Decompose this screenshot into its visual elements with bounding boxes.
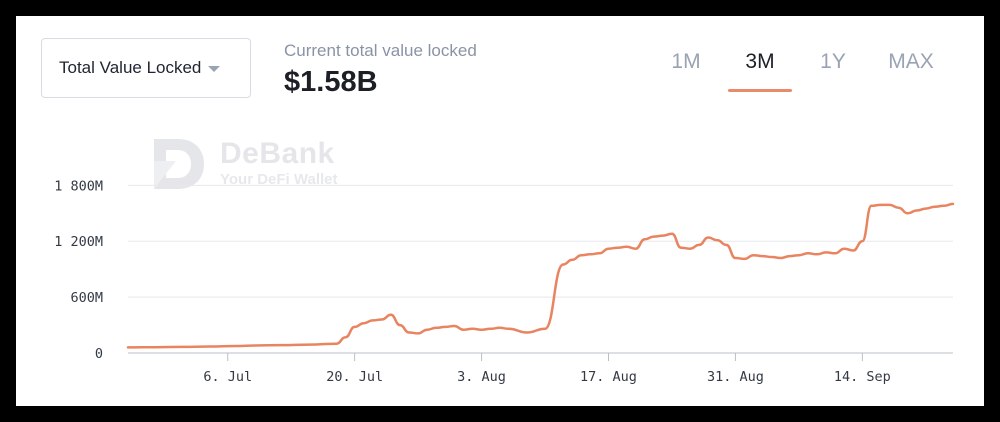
metric-dropdown-label: Total Value Locked [59,58,202,77]
tvl-value: $1.58B [284,66,378,98]
x-tick-label: 3. Aug [457,369,506,385]
watermark-brand: DeBank [220,137,335,170]
active-range-underline [728,89,792,92]
x-tick-label: 14. Sep [834,369,891,385]
metric-dropdown[interactable]: Total Value Locked [41,38,251,98]
range-max-button[interactable]: MAX [888,50,934,73]
watermark: DeBank Your DeFi Wallet [154,138,338,189]
range-1m-button[interactable]: 1M [671,50,701,73]
range-1y-button[interactable]: 1Y [820,50,846,73]
y-tick-label: 1 200M [54,234,103,250]
x-tick-label: 20. Jul [326,369,383,385]
series-line [126,202,955,349]
watermark-tagline: Your DeFi Wallet [220,171,338,188]
tvl-line-chart: 0 600M 1 200M 1 800M 6. Jul 20. Jul 3. Aug 17. … [54,178,955,385]
tvl-caption: Current total value locked [284,41,477,60]
tvl-card: Total Value Locked Current total value l… [16,16,984,406]
range-selector: 1M 3M 1Y MAX [16,46,984,96]
x-tick-label: 31. Aug [707,369,764,385]
y-tick-label: 1 800M [54,178,103,194]
chevron-down-icon [208,66,221,72]
y-tick-label: 600M [70,290,103,306]
debank-logo-icon [154,138,204,189]
x-tick-label: 17. Aug [580,369,637,385]
y-tick-label: 0 [95,346,103,362]
range-3m-button[interactable]: 3M [745,50,775,73]
x-tick-label: 6. Jul [203,369,252,385]
